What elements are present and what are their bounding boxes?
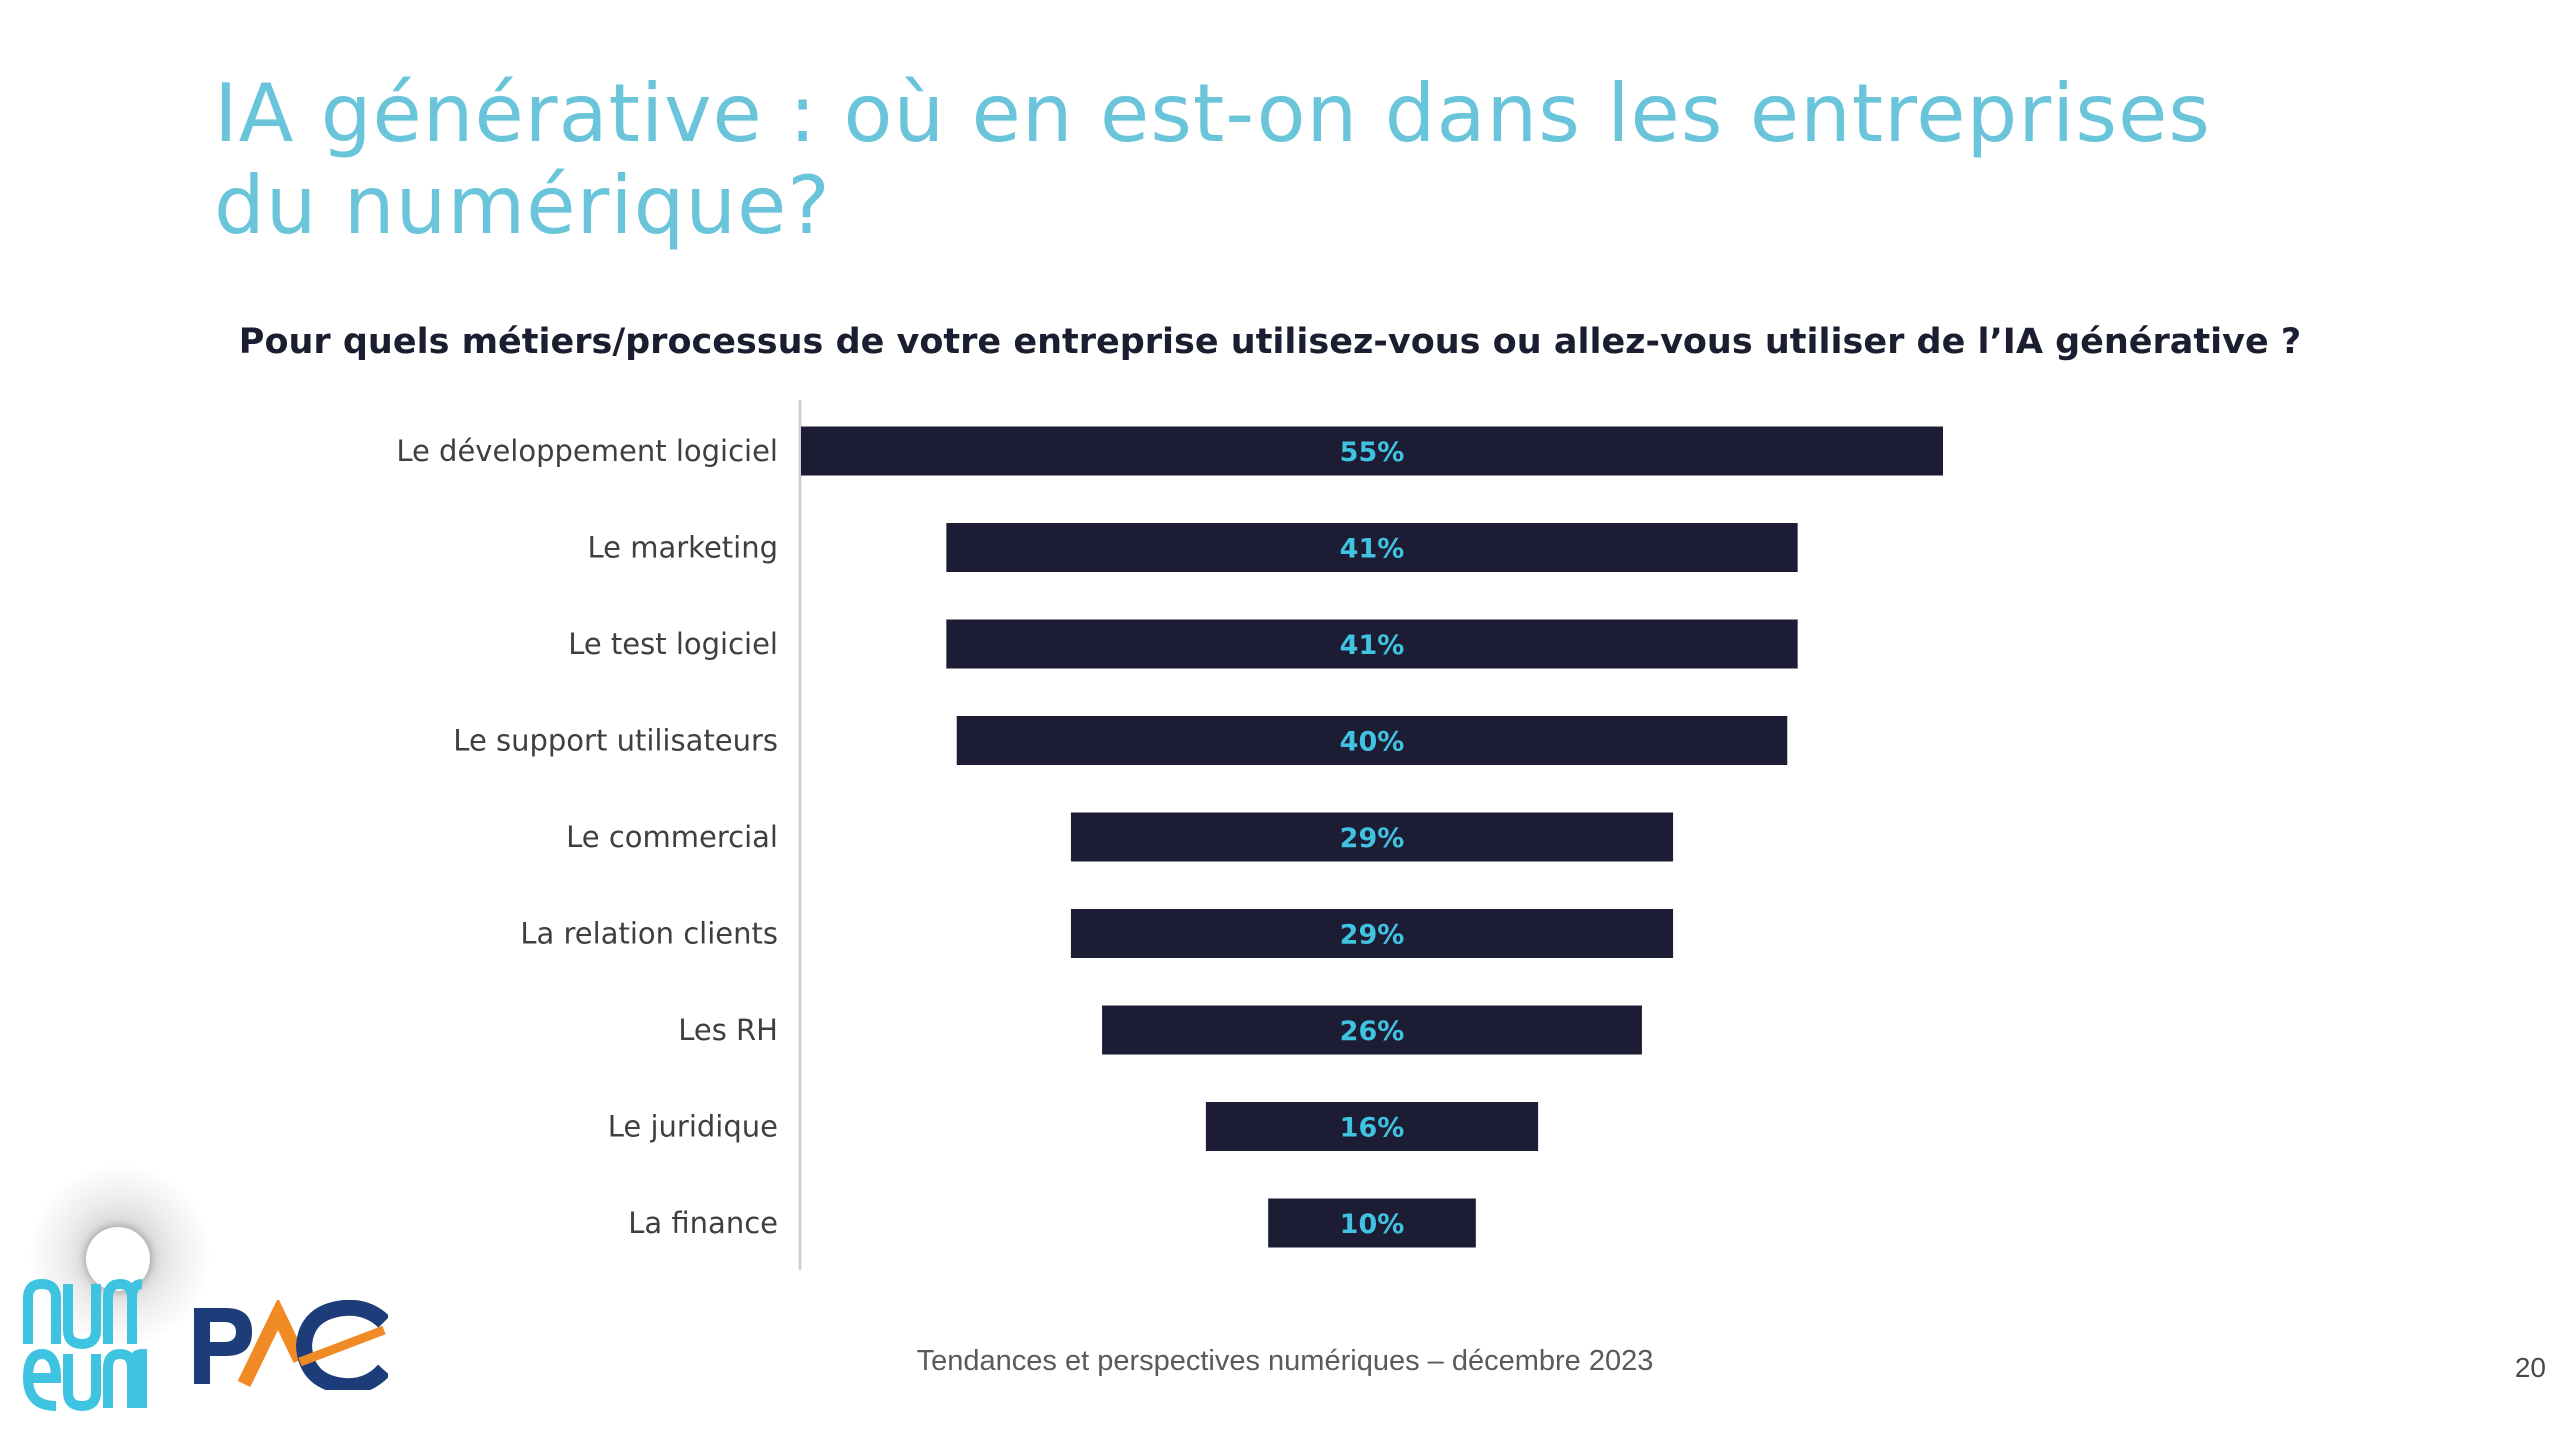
chart-bar: [946, 619, 1798, 669]
slide-title-line-2: du numérique?: [214, 159, 831, 252]
bar-value-label: 41%: [1340, 630, 1405, 661]
bar-value-label: 16%: [1340, 1113, 1405, 1144]
category-label: La relation clients: [520, 917, 778, 951]
pac-logo: [194, 1300, 388, 1390]
chart-bar: [1070, 909, 1674, 958]
bar-value-label: 10%: [1340, 1209, 1405, 1240]
category-label: Le test logiciel: [568, 627, 778, 661]
category-label: Le support utilisateurs: [453, 724, 778, 758]
bar-value-label: 41%: [1340, 534, 1405, 565]
chart-bar: [1102, 1005, 1642, 1055]
category-label: Le juridique: [608, 1110, 778, 1144]
category-label: Le marketing: [588, 531, 778, 565]
category-label: Le commercial: [566, 820, 778, 854]
footer-text: Tendances et perspectives numériques – d…: [916, 1345, 1654, 1377]
bar-value-label: 55%: [1340, 437, 1405, 468]
bar-value-label: 29%: [1340, 823, 1405, 854]
numeum-logo: [22, 1278, 147, 1412]
category-label: Les RH: [678, 1013, 778, 1047]
chart-bar: [1205, 1102, 1539, 1151]
chart-bar: [1268, 1198, 1476, 1248]
bar-value-label: 26%: [1340, 1016, 1405, 1047]
chart-bar: [956, 716, 1788, 765]
chart-bar: [801, 426, 1943, 476]
chart-bar: [1070, 812, 1674, 862]
category-label: La finance: [628, 1206, 778, 1240]
bar-value-label: 40%: [1340, 727, 1405, 758]
chart-bar: [946, 523, 1798, 572]
category-label: Le développement logiciel: [396, 434, 778, 468]
page-number: 20: [2514, 1352, 2546, 1383]
bar-value-label: 29%: [1340, 920, 1405, 951]
slide-title: IA générative : où en est-on dans les en…: [214, 68, 2464, 252]
chart-question: Pour quels métiers/processus de votre en…: [238, 322, 2302, 362]
slide-title-line-1: IA générative : où en est-on dans les en…: [214, 67, 2211, 160]
